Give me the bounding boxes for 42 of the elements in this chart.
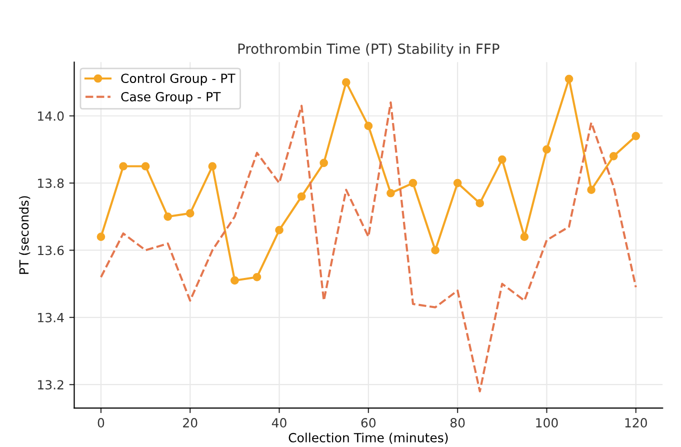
point — [408, 178, 418, 188]
point — [476, 199, 484, 208]
point — [164, 212, 172, 221]
point — [252, 272, 262, 282]
point — [186, 209, 194, 218]
x-tick-label: 20 — [183, 418, 198, 428]
y-tick-label: 13.8 — [38, 178, 64, 188]
point — [520, 232, 529, 241]
point — [297, 192, 306, 201]
point — [587, 186, 596, 194]
y-tick-label: 13.6 — [38, 246, 64, 256]
point — [96, 232, 106, 241]
point — [230, 276, 239, 285]
point — [275, 226, 284, 234]
x-tick-label: 80 — [450, 418, 465, 428]
point — [208, 162, 217, 170]
point — [431, 246, 440, 254]
y-tick-label: 13.2 — [38, 380, 64, 390]
y-tick-label: 14.0 — [38, 111, 64, 121]
legend-label: Control Group - PT — [121, 73, 236, 86]
x-axis-title: Collection Time (minutes) — [288, 432, 448, 444]
chart-title: Prothrombin Time (PT) Stability in FFP — [238, 43, 500, 57]
point — [498, 155, 506, 164]
point — [632, 132, 640, 140]
point — [564, 74, 574, 84]
point — [141, 162, 150, 170]
point — [342, 78, 350, 86]
x-tick-label: 60 — [361, 418, 376, 428]
point — [364, 122, 373, 130]
point — [542, 145, 551, 154]
y-tick-label: 13.4 — [38, 312, 64, 322]
point — [320, 158, 328, 168]
x-tick-label: 100 — [536, 418, 558, 428]
y-axis-title: PT (seconds) — [19, 196, 30, 274]
x-tick-label: 0 — [98, 418, 104, 428]
point — [453, 178, 462, 188]
point — [609, 152, 618, 160]
x-tick-label: 40 — [272, 418, 286, 428]
point — [119, 162, 128, 170]
x-tick-label: 120 — [625, 418, 647, 428]
point — [386, 188, 395, 198]
legend-label: Case Group - PT — [121, 92, 221, 104]
